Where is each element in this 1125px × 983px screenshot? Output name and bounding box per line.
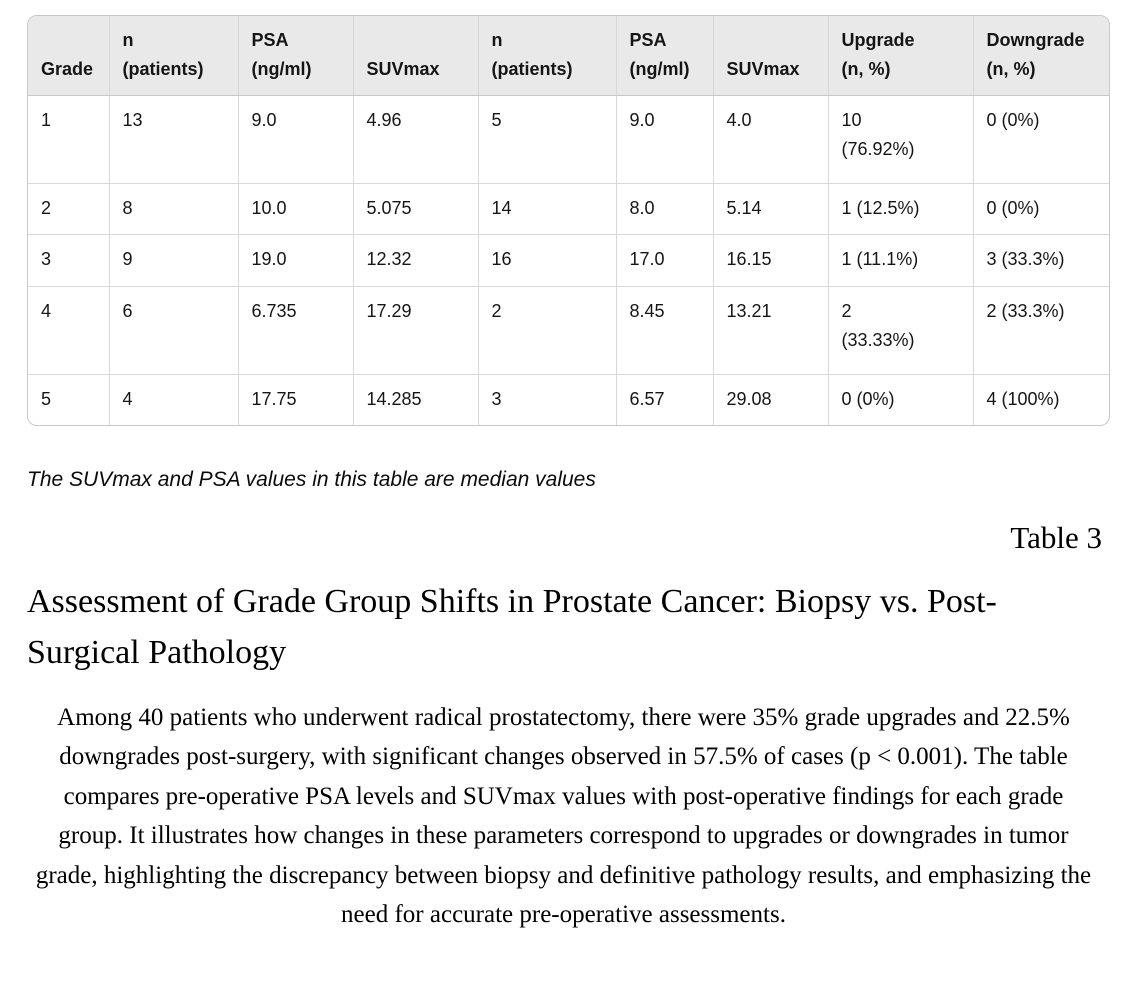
table-cell: 16 (477, 234, 616, 287)
table-cell: 13 (108, 95, 238, 184)
table-cell: 0 (0%) (827, 373, 973, 425)
table-cell: 8.45 (615, 285, 713, 375)
table-cell: 9.0 (615, 95, 713, 184)
column-header: Grade (28, 16, 109, 97)
table-row: 1 13 9.0 4.96 5 9.0 4.0 10 (76.92%) 0 (0%) (28, 95, 1109, 184)
page: Grade n (patients) PSA (ng/ml) SUVmax n (pat… (27, 15, 1110, 929)
table-cell: 17.29 (352, 285, 478, 375)
table-cell: 0 (0%) (972, 183, 1109, 235)
table-cell: 14 (477, 183, 616, 235)
table-cell: 19.0 (237, 234, 353, 287)
table-cell: 10.0 (237, 183, 353, 235)
table-head: Grade n (patients) PSA (ng/ml) SUVmax n (pat… (28, 16, 1109, 97)
table-row: 3 9 19.0 12.32 16 17.0 16.15 1 (11.1%) 3 (33.3%) (28, 234, 1109, 287)
column-header: PSA (ng/ml) (615, 16, 713, 97)
table-cell: 6 (108, 285, 238, 375)
table-cell: 8 (108, 183, 238, 235)
table-cell: 3 (28, 234, 109, 287)
table-cell: 1 (11.1%) (827, 234, 973, 287)
table-cell: 3 (477, 373, 616, 425)
table-cell: 2 (28, 183, 109, 235)
table-cell: 4 (28, 285, 109, 375)
column-header: Downgrade (n, %) (972, 16, 1109, 97)
table-cell: 3 (33.3%) (972, 234, 1109, 287)
table-cell: 4.0 (712, 95, 828, 184)
table-cell: 4 (108, 373, 238, 425)
column-header: n (patients) (108, 16, 238, 97)
table-cell: 2 (477, 285, 616, 375)
table-row: 4 6 6.735 17.29 2 8.45 13.21 2 (33.33%) 2 (33.3%… (28, 285, 1109, 375)
table-footnote: The SUVmax and PSA values in this table … (27, 467, 596, 491)
table-cell: 5.075 (352, 183, 478, 235)
grade-group-table: Grade n (patients) PSA (ng/ml) SUVmax n (pat… (28, 16, 1109, 425)
table-row: 5 4 17.75 14.285 3 6.57 29.08 0 (0%) 4 (100%) (28, 373, 1109, 425)
table-number-label: Table 3 (1010, 519, 1102, 555)
table-cell: 2 (33.33%) (827, 285, 973, 375)
column-header: SUVmax (352, 16, 478, 97)
table-cell: 5 (28, 373, 109, 425)
table-cell: 16.15 (712, 234, 828, 287)
table-title: Assessment of Grade Group Shifts in Pros… (27, 582, 997, 671)
table-body: 1 13 9.0 4.96 5 9.0 4.0 10 (76.92%) 0 (0%) 2 8 10.0… (28, 95, 1109, 425)
table-cell: 4.96 (352, 95, 478, 184)
table-cell: 17.75 (237, 373, 353, 425)
table-cell: 2 (33.3%) (972, 285, 1109, 375)
table-cell: 13.21 (712, 285, 828, 375)
table-cell: 4 (100%) (972, 373, 1109, 425)
table-cell: 5.14 (712, 183, 828, 235)
table-cell: 17.0 (615, 234, 713, 287)
table-description-paragraph: Among 40 patients who underwent radical … (35, 703, 1092, 929)
table-cell: 1 (41, 110, 52, 131)
table-cell: 5 (477, 95, 616, 184)
table-header-row: Grade n (patients) PSA (ng/ml) SUVmax n (pat… (28, 16, 1109, 97)
column-header: PSA (ng/ml) (237, 16, 353, 97)
table-cell: 0 (0%) (972, 95, 1109, 184)
table-cell: 9 (108, 234, 238, 287)
table-cell: 8.0 (615, 183, 713, 235)
column-header: n (patients) (477, 16, 616, 97)
table-cell: 29.08 (712, 373, 828, 425)
table-container: Grade n (patients) PSA (ng/ml) SUVmax n (pat… (27, 15, 1110, 426)
table-cell: 9.0 (237, 95, 353, 184)
table-cell: 10 (76.92%) (827, 95, 973, 184)
table-cell: 6.57 (615, 373, 713, 425)
column-header: Upgrade (n, %) (827, 16, 973, 97)
table-cell: 12.32 (352, 234, 478, 287)
table-cell: 1 (12.5%) (827, 183, 973, 235)
table-cell: 14.285 (352, 373, 478, 425)
table-cell: 6.735 (237, 285, 353, 375)
table-row: 2 8 10.0 5.075 14 8.0 5.14 1 (12.5%) 0 (0%) (28, 183, 1109, 235)
column-header: SUVmax (712, 16, 828, 97)
